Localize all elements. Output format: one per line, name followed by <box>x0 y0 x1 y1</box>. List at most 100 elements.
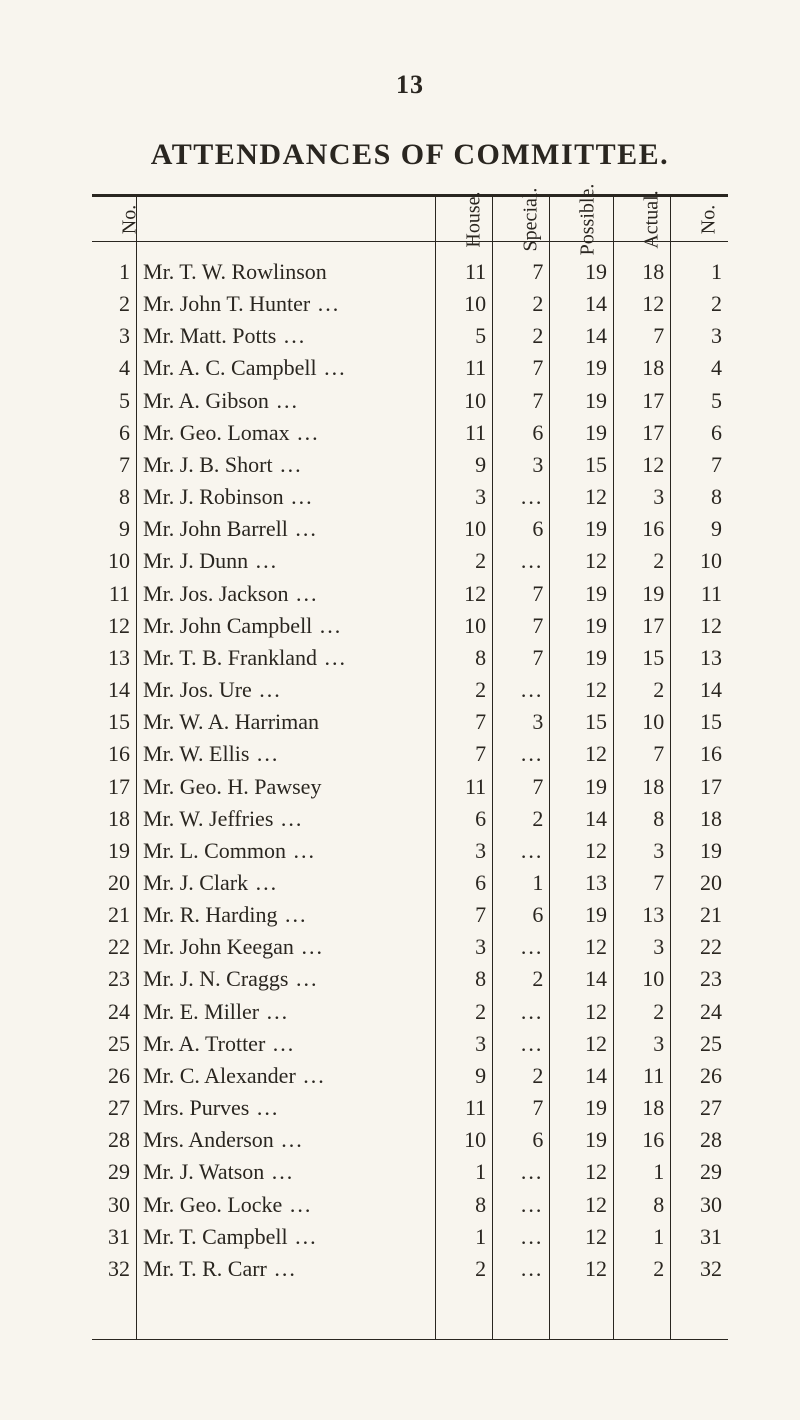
row-name-text: Mr. J. N. Craggs <box>143 966 288 991</box>
row-name: Mr. W. Ellis ... <box>137 738 436 770</box>
row-possible: 19 <box>550 417 614 449</box>
row-name-text: Mr. Geo. H. Pawsey <box>143 774 321 799</box>
table-row: 29Mr. J. Watson ...1...12129 <box>92 1156 728 1188</box>
row-name-text: Mr. W. A. Harriman <box>143 709 319 734</box>
row-no-left: 3 <box>92 320 137 352</box>
row-no-left: 7 <box>92 449 137 481</box>
row-name-text: Mr. T. B. Frankland <box>143 645 317 670</box>
row-house: 1 <box>435 1156 492 1188</box>
row-special: 7 <box>493 771 550 803</box>
row-no-left: 6 <box>92 417 137 449</box>
row-special: 3 <box>493 706 550 738</box>
row-possible: 19 <box>550 642 614 674</box>
row-possible: 14 <box>550 1060 614 1092</box>
row-special: 7 <box>493 352 550 384</box>
row-name-text: Mr. Geo. Lomax <box>143 420 290 445</box>
row-name-dots: ... <box>259 999 289 1024</box>
table-row: 11Mr. Jos. Jackson ...127191911 <box>92 578 728 610</box>
row-house: 1 <box>435 1221 492 1253</box>
row-special: 1 <box>493 867 550 899</box>
row-name-text: Mr. T. Campbell <box>143 1224 288 1249</box>
row-no-right: 17 <box>671 771 728 803</box>
row-actual: 1 <box>614 1221 671 1253</box>
row-name: Mr. John Campbell ... <box>137 610 436 642</box>
row-actual: 18 <box>614 352 671 384</box>
row-actual: 17 <box>614 385 671 417</box>
row-special: ... <box>493 674 550 706</box>
row-name: Mr. W. A. Harriman <box>137 706 436 738</box>
row-possible: 14 <box>550 320 614 352</box>
row-special: 7 <box>493 610 550 642</box>
row-special: 6 <box>493 513 550 545</box>
row-name-dots: ... <box>312 613 342 638</box>
row-name-dots: ... <box>252 677 282 702</box>
row-name: Mr. A. Trotter ... <box>137 1028 436 1060</box>
row-name-text: Mr. John Keegan <box>143 934 294 959</box>
row-actual: 17 <box>614 610 671 642</box>
row-possible: 19 <box>550 385 614 417</box>
row-no-right: 20 <box>671 867 728 899</box>
row-name: Mr. E. Miller ... <box>137 996 436 1028</box>
table-row: 9Mr. John Barrell ...10619169 <box>92 513 728 545</box>
row-house: 8 <box>435 642 492 674</box>
row-house: 2 <box>435 1253 492 1285</box>
row-name-text: Mr. W. Jeffries <box>143 806 273 831</box>
row-name-dots: ... <box>274 1127 304 1152</box>
row-possible: 12 <box>550 835 614 867</box>
row-actual: 17 <box>614 417 671 449</box>
row-no-left: 27 <box>92 1092 137 1124</box>
row-special: ... <box>493 481 550 513</box>
row-actual: 15 <box>614 642 671 674</box>
row-name: Mr. J. Dunn ... <box>137 545 436 577</box>
row-name: Mr. T. Campbell ... <box>137 1221 436 1253</box>
row-special: 7 <box>493 1092 550 1124</box>
row-special: 2 <box>493 320 550 352</box>
row-name: Mr. John T. Hunter ... <box>137 288 436 320</box>
row-house: 3 <box>435 835 492 867</box>
row-no-left: 10 <box>92 545 137 577</box>
row-actual: 3 <box>614 1028 671 1060</box>
row-special: 2 <box>493 288 550 320</box>
row-no-left: 12 <box>92 610 137 642</box>
row-house: 7 <box>435 738 492 770</box>
row-no-right: 5 <box>671 385 728 417</box>
table-bottom-gap <box>92 1285 728 1340</box>
table-row: 16Mr. W. Ellis ...7...12716 <box>92 738 728 770</box>
row-no-left: 19 <box>92 835 137 867</box>
row-name: Mr. T. B. Frankland ... <box>137 642 436 674</box>
table-header-row: No. House. Special. Possible. Actual. No… <box>92 197 728 242</box>
row-special: 6 <box>493 1124 550 1156</box>
row-name: Mr. Jos. Jackson ... <box>137 578 436 610</box>
row-name-text: Mr. J. Robinson <box>143 484 284 509</box>
table-row: 10Mr. J. Dunn ...2...12210 <box>92 545 728 577</box>
row-special: 7 <box>493 642 550 674</box>
col-header-house: House. <box>435 197 492 242</box>
page-title: ATTENDANCES OF COMMITTEE. <box>92 138 728 172</box>
row-name-text: Mr. R. Harding <box>143 902 277 927</box>
row-no-left: 1 <box>92 256 137 288</box>
row-possible: 12 <box>550 545 614 577</box>
table-row: 3Mr. Matt. Potts ...521473 <box>92 320 728 352</box>
row-special: 6 <box>493 417 550 449</box>
row-no-left: 8 <box>92 481 137 513</box>
row-no-right: 25 <box>671 1028 728 1060</box>
row-name-text: Mr. T. R. Carr <box>143 1256 267 1281</box>
row-name-text: Mr. W. Ellis <box>143 741 249 766</box>
row-name-text: Mr. A. C. Campbell <box>143 355 317 380</box>
row-house: 8 <box>435 1189 492 1221</box>
table-row: 31Mr. T. Campbell ...1...12131 <box>92 1221 728 1253</box>
row-name-dots: ... <box>249 741 279 766</box>
row-name: Mr. L. Common ... <box>137 835 436 867</box>
row-special: 7 <box>493 256 550 288</box>
row-no-right: 24 <box>671 996 728 1028</box>
row-house: 2 <box>435 674 492 706</box>
col-header-actual: Actual. <box>614 197 671 242</box>
row-name: Mr. Matt. Potts ... <box>137 320 436 352</box>
row-name-text: Mr. T. W. Rowlinson <box>143 259 327 284</box>
row-actual: 12 <box>614 288 671 320</box>
row-no-left: 5 <box>92 385 137 417</box>
row-special: ... <box>493 835 550 867</box>
row-name-text: Mr. John T. Hunter <box>143 291 310 316</box>
table-row: 12Mr. John Campbell ...107191712 <box>92 610 728 642</box>
table-row: 28Mrs. Anderson ...106191628 <box>92 1124 728 1156</box>
